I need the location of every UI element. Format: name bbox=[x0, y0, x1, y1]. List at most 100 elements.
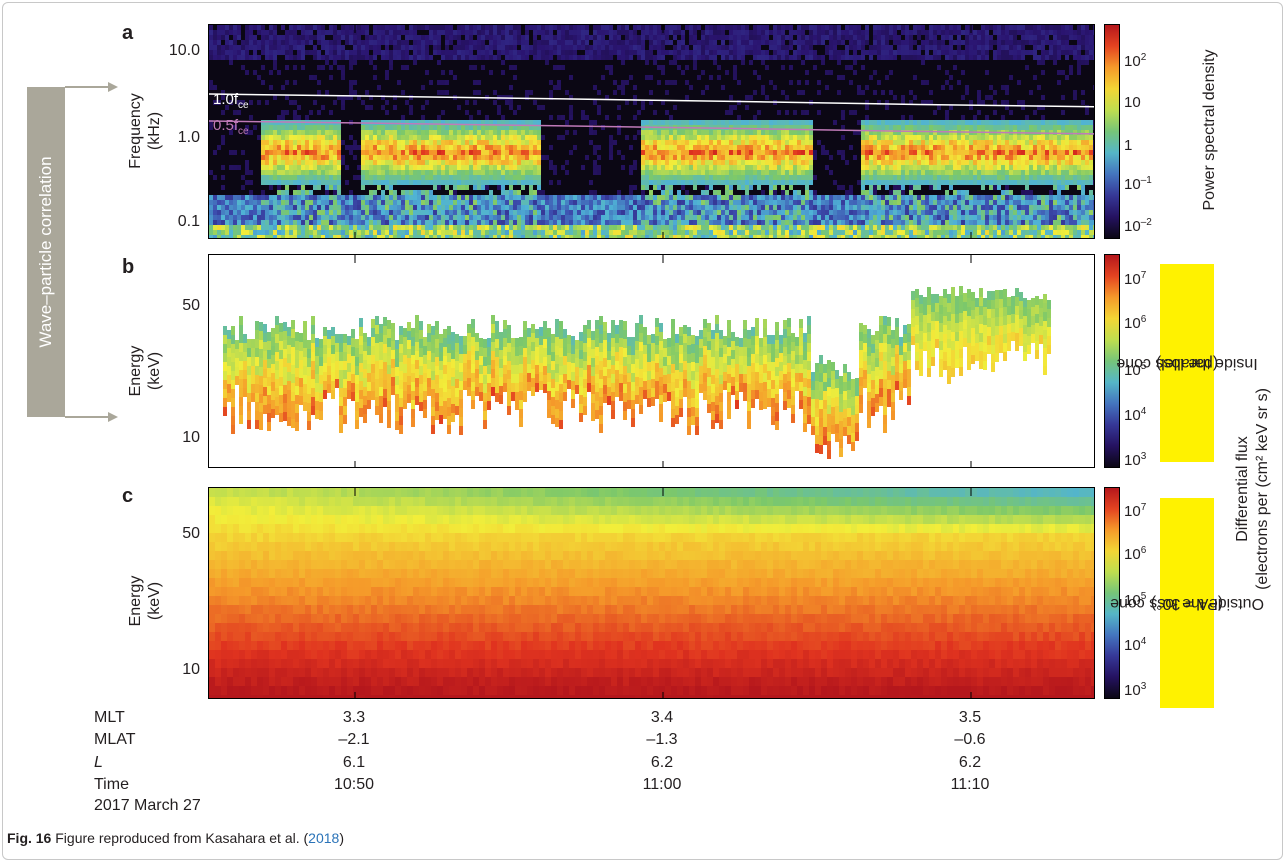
psd-cell bbox=[441, 30, 445, 35]
psd-cell bbox=[497, 40, 501, 45]
psd-cell bbox=[233, 200, 237, 205]
psd-cell bbox=[785, 155, 789, 160]
psd-cell bbox=[781, 170, 785, 175]
psd-cell bbox=[285, 235, 289, 238]
psd-cell bbox=[273, 65, 277, 70]
psd-cell bbox=[849, 210, 853, 215]
psd-cell bbox=[485, 45, 489, 50]
psd-cell bbox=[701, 230, 705, 235]
psd-cell bbox=[837, 230, 841, 235]
psd-cell bbox=[525, 180, 529, 185]
psd-cell bbox=[785, 135, 789, 140]
psd-cell bbox=[217, 55, 221, 60]
psd-cell bbox=[589, 130, 593, 135]
psd-cell bbox=[729, 30, 733, 35]
psd-cell bbox=[569, 25, 573, 30]
psd-cell bbox=[389, 160, 393, 165]
psd-cell bbox=[617, 235, 621, 238]
psd-cell bbox=[913, 180, 917, 185]
psd-cell bbox=[309, 30, 313, 35]
psd-cell bbox=[261, 155, 265, 160]
psd-cell bbox=[877, 125, 881, 130]
psd-cell bbox=[297, 130, 301, 135]
psd-cell bbox=[385, 180, 389, 185]
psd-cell bbox=[253, 50, 257, 55]
psd-cell bbox=[877, 25, 881, 30]
psd-cell bbox=[345, 235, 349, 238]
psd-cell bbox=[749, 95, 753, 100]
psd-cell bbox=[845, 225, 849, 230]
psd-cell bbox=[405, 150, 409, 155]
psd-cell bbox=[481, 195, 485, 200]
psd-cell bbox=[693, 220, 697, 225]
psd-cell bbox=[261, 25, 265, 30]
psd-cell bbox=[793, 140, 797, 145]
psd-cell bbox=[881, 195, 885, 200]
psd-cell bbox=[661, 185, 665, 190]
psd-cell bbox=[493, 235, 497, 238]
psd-cell bbox=[457, 25, 461, 30]
psd-cell bbox=[417, 120, 421, 125]
psd-cell bbox=[413, 25, 417, 30]
psd-cell bbox=[453, 205, 457, 210]
psd-cell bbox=[361, 210, 365, 215]
psd-cell bbox=[625, 135, 629, 140]
psd-cell bbox=[897, 120, 901, 125]
psd-cell bbox=[917, 205, 921, 210]
psd-cell bbox=[421, 215, 425, 220]
psd-cell bbox=[645, 35, 649, 40]
psd-cell bbox=[373, 155, 377, 160]
psd-cell bbox=[885, 165, 889, 170]
psd-cell bbox=[861, 40, 865, 45]
psd-cell bbox=[257, 210, 261, 215]
psd-cell bbox=[697, 205, 701, 210]
psd-cell bbox=[689, 180, 693, 185]
psd-cell bbox=[913, 215, 917, 220]
psd-cell bbox=[885, 35, 889, 40]
psd-cell bbox=[333, 55, 337, 60]
psd-cell bbox=[781, 225, 785, 230]
psd-cell bbox=[765, 195, 769, 200]
psd-cell bbox=[273, 50, 277, 55]
psd-cell bbox=[517, 25, 521, 30]
psd-cell bbox=[249, 190, 253, 195]
psd-cell bbox=[781, 190, 785, 195]
psd-cell bbox=[841, 75, 845, 80]
psd-cell bbox=[705, 210, 709, 215]
psd-cell bbox=[405, 65, 409, 70]
psd-cell bbox=[357, 95, 361, 100]
psd-cell bbox=[765, 235, 769, 238]
psd-cell bbox=[925, 160, 929, 165]
psd-cell bbox=[481, 225, 485, 230]
psd-cell bbox=[721, 150, 725, 155]
psd-cell bbox=[485, 135, 489, 140]
psd-cell bbox=[481, 170, 485, 175]
psd-cell bbox=[517, 140, 521, 145]
psd-cell bbox=[257, 200, 261, 205]
psd-cell bbox=[525, 200, 529, 205]
psd-cell bbox=[285, 135, 289, 140]
psd-cell bbox=[889, 70, 893, 75]
psd-cell bbox=[809, 225, 813, 230]
psd-cell bbox=[533, 120, 537, 125]
psd-cell bbox=[653, 30, 657, 35]
psd-cell bbox=[921, 130, 925, 135]
psd-cell bbox=[625, 30, 629, 35]
psd-cell bbox=[649, 55, 653, 60]
psd-cell bbox=[773, 230, 777, 235]
psd-cell bbox=[905, 220, 909, 225]
psd-cell bbox=[725, 195, 729, 200]
psd-cell bbox=[769, 225, 773, 230]
psd-cell bbox=[693, 50, 697, 55]
psd-cell bbox=[345, 180, 349, 185]
psd-cell bbox=[417, 225, 421, 230]
psd-cell bbox=[893, 185, 897, 190]
psd-cell bbox=[861, 140, 865, 145]
psd-cell bbox=[465, 210, 469, 215]
psd-cell bbox=[417, 25, 421, 30]
psd-cell bbox=[565, 90, 569, 95]
psd-cell bbox=[457, 170, 461, 175]
psd-cell bbox=[273, 225, 277, 230]
psd-cell bbox=[245, 45, 249, 50]
psd-cell bbox=[265, 35, 269, 40]
